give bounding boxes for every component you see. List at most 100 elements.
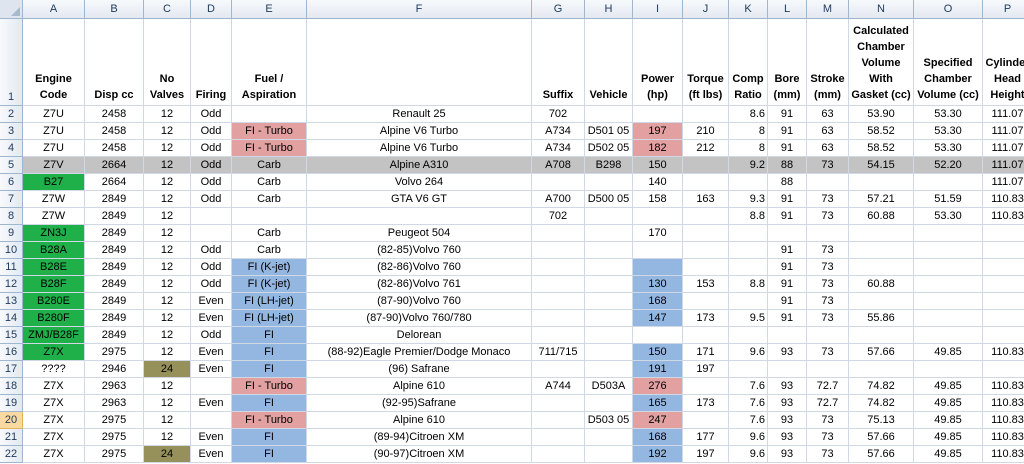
cell-p9[interactable] [983, 225, 1024, 242]
cell-m16[interactable]: 73 [807, 344, 849, 361]
cell-f14[interactable]: (87-90)Volvo 760/780 [307, 310, 532, 327]
cell-n12[interactable]: 60.88 [849, 276, 914, 293]
cell-c5[interactable]: 12 [144, 157, 191, 174]
cell-j19[interactable]: 173 [683, 395, 729, 412]
cell-m22[interactable]: 73 [807, 446, 849, 463]
cell-a16[interactable]: Z7X [23, 344, 85, 361]
cell-m14[interactable]: 73 [807, 310, 849, 327]
cell-c11[interactable]: 12 [144, 259, 191, 276]
cell-k22[interactable]: 9.6 [729, 446, 768, 463]
cell-a7[interactable]: Z7W [23, 191, 85, 208]
header-cell-k[interactable]: Comp Ratio [729, 19, 768, 106]
cell-i11[interactable] [633, 259, 683, 276]
cell-k16[interactable]: 9.6 [729, 344, 768, 361]
cell-p5[interactable]: 111.07 [983, 157, 1024, 174]
cell-e12[interactable]: FI (K-jet) [232, 276, 307, 293]
cell-b13[interactable]: 2849 [85, 293, 144, 310]
row-header-15[interactable]: 15 [0, 327, 23, 344]
row-header-8[interactable]: 8 [0, 208, 23, 225]
cell-k12[interactable]: 8.8 [729, 276, 768, 293]
cell-h3[interactable]: D501 05 [585, 123, 633, 140]
cell-m5[interactable]: 73 [807, 157, 849, 174]
cell-d12[interactable]: Odd [191, 276, 232, 293]
cell-p16[interactable]: 110.83 [983, 344, 1024, 361]
cell-m13[interactable]: 73 [807, 293, 849, 310]
cell-j9[interactable] [683, 225, 729, 242]
cell-b12[interactable]: 2849 [85, 276, 144, 293]
cell-b9[interactable]: 2849 [85, 225, 144, 242]
cell-n8[interactable]: 60.88 [849, 208, 914, 225]
row-header-13[interactable]: 13 [0, 293, 23, 310]
cell-p6[interactable]: 111.07 [983, 174, 1024, 191]
cell-c9[interactable]: 12 [144, 225, 191, 242]
cell-m20[interactable]: 73 [807, 412, 849, 429]
cell-b19[interactable]: 2963 [85, 395, 144, 412]
cell-p14[interactable] [983, 310, 1024, 327]
cell-j14[interactable]: 173 [683, 310, 729, 327]
cell-d2[interactable]: Odd [191, 106, 232, 123]
cell-o7[interactable]: 51.59 [914, 191, 983, 208]
cell-e15[interactable]: FI [232, 327, 307, 344]
cell-j12[interactable]: 153 [683, 276, 729, 293]
column-header-e[interactable]: E [232, 0, 307, 19]
cell-l3[interactable]: 91 [768, 123, 807, 140]
column-header-g[interactable]: G [532, 0, 585, 19]
cell-l2[interactable]: 91 [768, 106, 807, 123]
column-header-b[interactable]: B [85, 0, 144, 19]
row-header-2[interactable]: 2 [0, 106, 23, 123]
row-header-19[interactable]: 19 [0, 395, 23, 412]
cell-e18[interactable]: FI - Turbo [232, 378, 307, 395]
cell-f10[interactable]: (82-85)Volvo 760 [307, 242, 532, 259]
column-header-d[interactable]: D [191, 0, 232, 19]
cell-o8[interactable]: 53.30 [914, 208, 983, 225]
row-header-14[interactable]: 14 [0, 310, 23, 327]
row-header-12[interactable]: 12 [0, 276, 23, 293]
cell-h22[interactable] [585, 446, 633, 463]
column-header-f[interactable]: F [307, 0, 532, 19]
cell-p7[interactable]: 110.83 [983, 191, 1024, 208]
cell-g13[interactable] [532, 293, 585, 310]
cell-b14[interactable]: 2849 [85, 310, 144, 327]
cell-k19[interactable]: 7.6 [729, 395, 768, 412]
cell-j21[interactable]: 177 [683, 429, 729, 446]
cell-p12[interactable] [983, 276, 1024, 293]
cell-k11[interactable] [729, 259, 768, 276]
cell-f21[interactable]: (89-94)Citroen XM [307, 429, 532, 446]
column-header-n[interactable]: N [849, 0, 914, 19]
cell-e9[interactable]: Carb [232, 225, 307, 242]
cell-o2[interactable]: 53.30 [914, 106, 983, 123]
cell-p15[interactable] [983, 327, 1024, 344]
cell-d16[interactable]: Even [191, 344, 232, 361]
cell-e10[interactable]: Carb [232, 242, 307, 259]
cell-i22[interactable]: 192 [633, 446, 683, 463]
cell-o13[interactable] [914, 293, 983, 310]
cell-g5[interactable]: A708 [532, 157, 585, 174]
cell-p4[interactable]: 111.07 [983, 140, 1024, 157]
cell-o14[interactable] [914, 310, 983, 327]
cell-d13[interactable]: Even [191, 293, 232, 310]
cell-l10[interactable]: 91 [768, 242, 807, 259]
cell-p10[interactable] [983, 242, 1024, 259]
cell-f15[interactable]: Delorean [307, 327, 532, 344]
cell-a19[interactable]: Z7X [23, 395, 85, 412]
cell-d17[interactable]: Even [191, 361, 232, 378]
cell-o5[interactable]: 52.20 [914, 157, 983, 174]
cell-o19[interactable]: 49.85 [914, 395, 983, 412]
cell-g11[interactable] [532, 259, 585, 276]
cell-d15[interactable]: Odd [191, 327, 232, 344]
cell-j20[interactable] [683, 412, 729, 429]
cell-k9[interactable] [729, 225, 768, 242]
column-header-h[interactable]: H [585, 0, 633, 19]
cell-l6[interactable]: 88 [768, 174, 807, 191]
cell-g7[interactable]: A700 [532, 191, 585, 208]
cell-f2[interactable]: Renault 25 [307, 106, 532, 123]
cell-n18[interactable]: 74.82 [849, 378, 914, 395]
cell-n13[interactable] [849, 293, 914, 310]
cell-h12[interactable] [585, 276, 633, 293]
cell-a20[interactable]: Z7X [23, 412, 85, 429]
cell-n7[interactable]: 57.21 [849, 191, 914, 208]
cell-o11[interactable] [914, 259, 983, 276]
cell-i12[interactable]: 130 [633, 276, 683, 293]
cell-n21[interactable]: 57.66 [849, 429, 914, 446]
cell-j10[interactable] [683, 242, 729, 259]
